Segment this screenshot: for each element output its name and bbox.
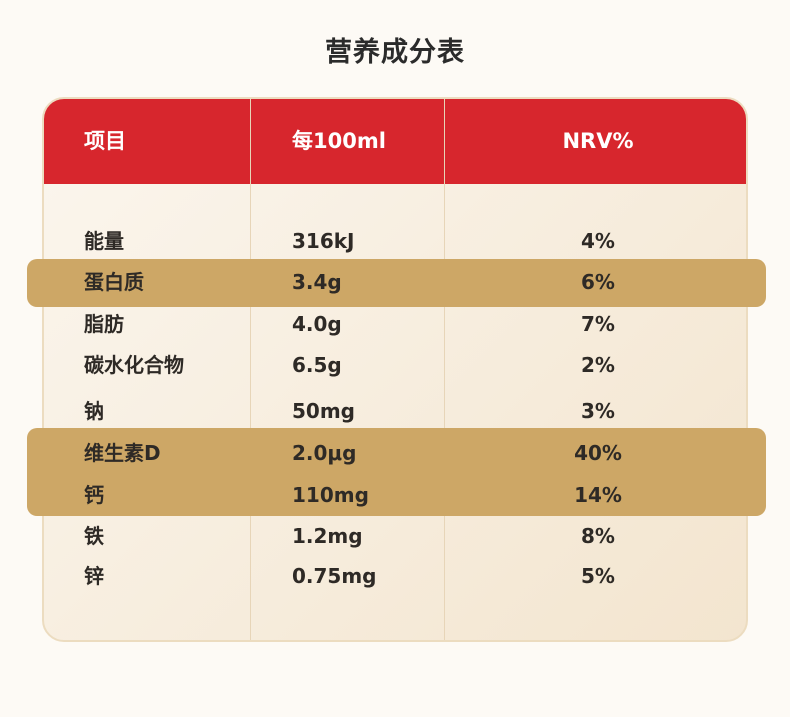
row-item: 蛋白质 (84, 270, 144, 294)
row-amount: 3.4g (292, 270, 342, 294)
table-row: 蛋白质 3.4g 6% (0, 267, 790, 297)
header-per-100ml: 每100ml (292, 129, 386, 153)
row-amount: 50mg (292, 399, 355, 423)
row-item: 钙 (84, 483, 104, 507)
nutrition-table (42, 97, 748, 642)
highlight-band-vitd-calcium (27, 428, 766, 516)
row-item: 维生素D (84, 441, 161, 465)
column-divider (250, 99, 251, 640)
highlight-band-protein (27, 259, 766, 307)
row-amount: 110mg (292, 483, 369, 507)
table-row: 能量 316kJ 4% (0, 226, 790, 256)
row-amount: 2.0μg (292, 441, 357, 465)
row-nrv: 6% (581, 270, 615, 294)
row-item: 铁 (84, 524, 104, 548)
header-item: 项目 (84, 129, 126, 153)
table-row: 脂肪 4.0g 7% (0, 309, 790, 339)
row-item: 钠 (84, 399, 104, 423)
row-nrv: 8% (581, 524, 615, 548)
table-header (44, 99, 746, 184)
row-nrv: 5% (581, 564, 615, 588)
row-item: 锌 (84, 564, 104, 588)
table-row: 维生素D 2.0μg 40% (0, 438, 790, 468)
header-nrv: NRV% (562, 129, 634, 153)
row-nrv: 14% (574, 483, 622, 507)
row-nrv: 7% (581, 312, 615, 336)
table-row: 铁 1.2mg 8% (0, 521, 790, 551)
page-title: 营养成分表 (325, 37, 465, 68)
row-item: 脂肪 (84, 312, 124, 336)
row-nrv: 3% (581, 399, 615, 423)
row-amount: 1.2mg (292, 524, 363, 548)
row-nrv: 4% (581, 229, 615, 253)
column-divider (444, 99, 445, 640)
table-row: 碳水化合物 6.5g 2% (0, 350, 790, 380)
table-row: 钙 110mg 14% (0, 480, 790, 510)
row-nrv: 2% (581, 353, 615, 377)
row-item: 能量 (84, 229, 124, 253)
row-amount: 4.0g (292, 312, 342, 336)
row-amount: 316kJ (292, 229, 355, 253)
row-nrv: 40% (574, 441, 622, 465)
row-item: 碳水化合物 (84, 353, 184, 377)
table-row: 钠 50mg 3% (0, 396, 790, 426)
row-amount: 6.5g (292, 353, 342, 377)
table-row: 锌 0.75mg 5% (0, 561, 790, 591)
row-amount: 0.75mg (292, 564, 377, 588)
